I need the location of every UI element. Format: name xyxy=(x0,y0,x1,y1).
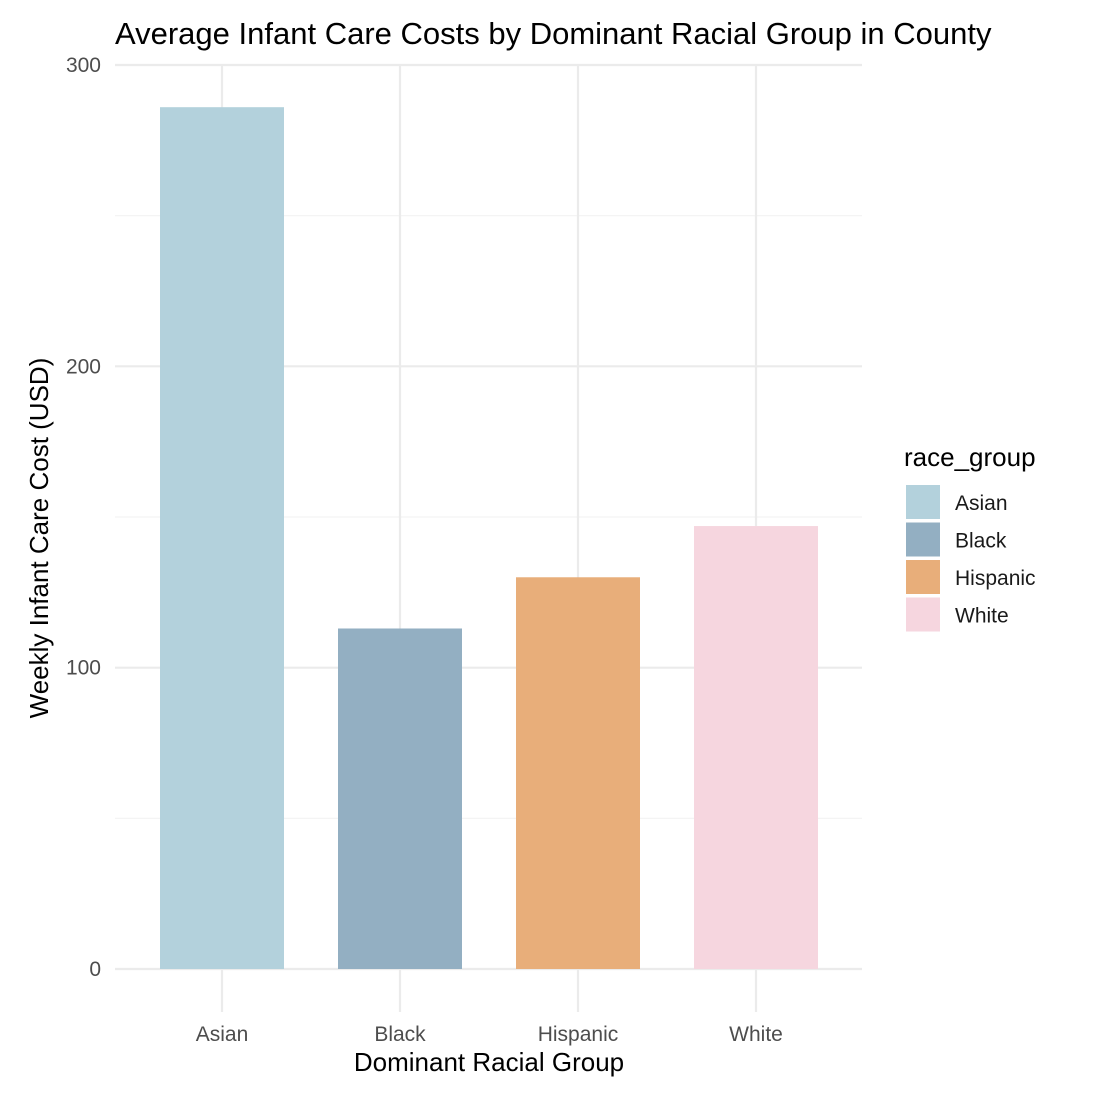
bar-white xyxy=(694,526,818,969)
chart-title: Average Infant Care Costs by Dominant Ra… xyxy=(115,16,992,51)
bar-asian xyxy=(160,107,284,970)
legend-label: Hispanic xyxy=(955,567,1036,590)
y-tick-label: 100 xyxy=(66,657,101,680)
legend-swatch xyxy=(906,560,940,594)
x-tick-label: Black xyxy=(374,1023,426,1046)
bar-black xyxy=(338,628,462,969)
x-axis-title: Dominant Racial Group xyxy=(354,1047,624,1077)
x-tick-label: Hispanic xyxy=(538,1023,619,1046)
legend-item-black: Black xyxy=(906,522,1007,557)
legend-label: Asian xyxy=(955,492,1008,515)
legend-swatch xyxy=(906,597,940,632)
legend-swatch xyxy=(906,485,940,519)
bars-layer xyxy=(160,107,818,970)
y-axis-title: Weekly Infant Care Cost (USD) xyxy=(24,358,54,719)
legend-item-white: White xyxy=(906,597,1009,632)
legend-label: White xyxy=(955,605,1009,628)
legend: race_group Asian Black Hispanic White xyxy=(904,442,1036,632)
y-tick-label: 300 xyxy=(66,54,101,77)
ticks-layer: 0 100 200 300 Asian Black Hispanic White xyxy=(66,54,783,1046)
legend-swatch xyxy=(906,522,940,557)
y-tick-label: 200 xyxy=(66,355,101,378)
y-tick-label: 0 xyxy=(89,958,101,981)
legend-title: race_group xyxy=(904,442,1036,472)
legend-label: Black xyxy=(955,530,1007,553)
legend-item-hispanic: Hispanic xyxy=(906,560,1036,594)
x-tick-label: Asian xyxy=(196,1023,249,1046)
legend-item-asian: Asian xyxy=(906,485,1008,519)
legend-items: Asian Black Hispanic White xyxy=(906,485,1036,632)
bar-hispanic xyxy=(516,577,640,969)
x-tick-label: White xyxy=(729,1023,783,1046)
